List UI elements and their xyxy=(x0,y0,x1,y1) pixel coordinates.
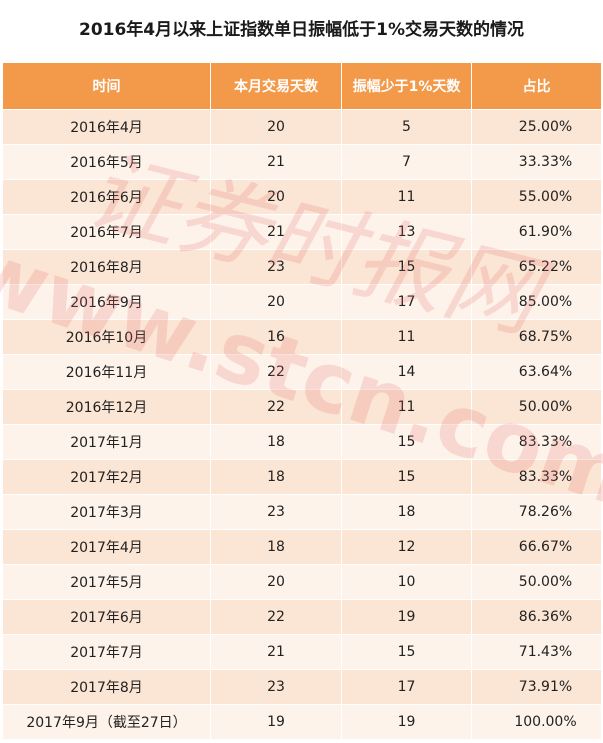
cell-time: 2017年4月 xyxy=(2,529,211,565)
cell-ratio: 66.67% xyxy=(471,529,602,565)
data-table: 时间 本月交易天数 振幅少于1%天数 占比 2016年4月 20 5 25.00% 20… xyxy=(2,62,602,740)
table-row: 2016年11月 22 14 63.64% xyxy=(2,354,602,390)
cell-low-amplitude-days: 17 xyxy=(341,669,472,705)
cell-low-amplitude-days: 15 xyxy=(341,459,472,495)
cell-time: 2016年4月 xyxy=(2,109,211,145)
cell-time: 2016年8月 xyxy=(2,249,211,285)
table-row: 2017年4月 18 12 66.67% xyxy=(2,529,602,565)
cell-ratio: 78.26% xyxy=(471,494,602,530)
cell-ratio: 100.00% xyxy=(471,704,602,740)
cell-trading-days: 19 xyxy=(210,704,342,740)
cell-ratio: 33.33% xyxy=(471,144,602,180)
cell-ratio: 83.33% xyxy=(471,459,602,495)
cell-ratio: 55.00% xyxy=(471,179,602,215)
cell-trading-days: 20 xyxy=(210,179,342,215)
cell-low-amplitude-days: 11 xyxy=(341,389,472,425)
table-row: 2016年8月 23 15 65.22% xyxy=(2,249,602,285)
header-low-amplitude-days: 振幅少于1%天数 xyxy=(341,62,472,110)
cell-ratio: 65.22% xyxy=(471,249,602,285)
table-row: 2017年7月 21 15 71.43% xyxy=(2,634,602,670)
cell-trading-days: 22 xyxy=(210,389,342,425)
cell-low-amplitude-days: 18 xyxy=(341,494,472,530)
cell-time: 2017年5月 xyxy=(2,564,211,600)
cell-low-amplitude-days: 10 xyxy=(341,564,472,600)
cell-ratio: 71.43% xyxy=(471,634,602,670)
header-ratio: 占比 xyxy=(471,62,602,110)
cell-time: 2017年2月 xyxy=(2,459,211,495)
cell-trading-days: 16 xyxy=(210,319,342,355)
table-body: 2016年4月 20 5 25.00% 2016年5月 21 7 33.33% 2016年6月 2… xyxy=(2,109,602,740)
cell-ratio: 25.00% xyxy=(471,109,602,145)
header-trading-days: 本月交易天数 xyxy=(210,62,342,110)
table-row: 2016年4月 20 5 25.00% xyxy=(2,109,602,145)
cell-trading-days: 21 xyxy=(210,214,342,250)
cell-ratio: 86.36% xyxy=(471,599,602,635)
table-row: 2017年8月 23 17 73.91% xyxy=(2,669,602,705)
cell-trading-days: 18 xyxy=(210,529,342,565)
cell-trading-days: 20 xyxy=(210,564,342,600)
table-row: 2017年3月 23 18 78.26% xyxy=(2,494,602,530)
cell-time: 2016年7月 xyxy=(2,214,211,250)
cell-low-amplitude-days: 5 xyxy=(341,109,472,145)
cell-time: 2017年7月 xyxy=(2,634,211,670)
cell-trading-days: 23 xyxy=(210,249,342,285)
cell-time: 2017年1月 xyxy=(2,424,211,460)
cell-time: 2016年11月 xyxy=(2,354,211,390)
table-row: 2017年6月 22 19 86.36% xyxy=(2,599,602,635)
cell-ratio: 63.64% xyxy=(471,354,602,390)
cell-low-amplitude-days: 13 xyxy=(341,214,472,250)
cell-ratio: 61.90% xyxy=(471,214,602,250)
cell-low-amplitude-days: 11 xyxy=(341,319,472,355)
table-row: 2016年9月 20 17 85.00% xyxy=(2,284,602,320)
header-row: 时间 本月交易天数 振幅少于1%天数 占比 xyxy=(2,62,602,110)
cell-trading-days: 20 xyxy=(210,284,342,320)
cell-time: 2017年8月 xyxy=(2,669,211,705)
table-row: 2016年6月 20 11 55.00% xyxy=(2,179,602,215)
cell-ratio: 73.91% xyxy=(471,669,602,705)
cell-low-amplitude-days: 19 xyxy=(341,704,472,740)
cell-time: 2016年6月 xyxy=(2,179,211,215)
cell-low-amplitude-days: 17 xyxy=(341,284,472,320)
cell-low-amplitude-days: 12 xyxy=(341,529,472,565)
cell-low-amplitude-days: 15 xyxy=(341,424,472,460)
cell-low-amplitude-days: 15 xyxy=(341,634,472,670)
cell-ratio: 68.75% xyxy=(471,319,602,355)
cell-trading-days: 22 xyxy=(210,354,342,390)
table-row: 2016年10月 16 11 68.75% xyxy=(2,319,602,355)
cell-trading-days: 18 xyxy=(210,459,342,495)
cell-trading-days: 23 xyxy=(210,494,342,530)
cell-trading-days: 18 xyxy=(210,424,342,460)
header-time: 时间 xyxy=(2,62,211,110)
table-row: 2017年2月 18 15 83.33% xyxy=(2,459,602,495)
cell-trading-days: 21 xyxy=(210,634,342,670)
cell-time: 2016年5月 xyxy=(2,144,211,180)
table-row: 2017年9月（截至27日） 19 19 100.00% xyxy=(2,704,602,740)
cell-trading-days: 22 xyxy=(210,599,342,635)
table-row: 2016年7月 21 13 61.90% xyxy=(2,214,602,250)
table-row: 2016年12月 22 11 50.00% xyxy=(2,389,602,425)
cell-time: 2016年12月 xyxy=(2,389,211,425)
cell-trading-days: 20 xyxy=(210,109,342,145)
cell-ratio: 50.00% xyxy=(471,389,602,425)
table-title: 2016年4月以来上证指数单日振幅低于1%交易天数的情况 xyxy=(78,20,524,40)
cell-low-amplitude-days: 19 xyxy=(341,599,472,635)
cell-low-amplitude-days: 15 xyxy=(341,249,472,285)
cell-ratio: 83.33% xyxy=(471,424,602,460)
cell-time: 2016年9月 xyxy=(2,284,211,320)
cell-trading-days: 23 xyxy=(210,669,342,705)
cell-low-amplitude-days: 11 xyxy=(341,179,472,215)
cell-time: 2017年9月（截至27日） xyxy=(2,704,211,740)
cell-low-amplitude-days: 7 xyxy=(341,144,472,180)
cell-trading-days: 21 xyxy=(210,144,342,180)
table-row: 2017年1月 18 15 83.33% xyxy=(2,424,602,460)
cell-time: 2017年6月 xyxy=(2,599,211,635)
table-row: 2017年5月 20 10 50.00% xyxy=(2,564,602,600)
table-row: 2016年5月 21 7 33.33% xyxy=(2,144,602,180)
cell-time: 2016年10月 xyxy=(2,319,211,355)
cell-low-amplitude-days: 14 xyxy=(341,354,472,390)
cell-time: 2017年3月 xyxy=(2,494,211,530)
cell-ratio: 85.00% xyxy=(471,284,602,320)
cell-ratio: 50.00% xyxy=(471,564,602,600)
